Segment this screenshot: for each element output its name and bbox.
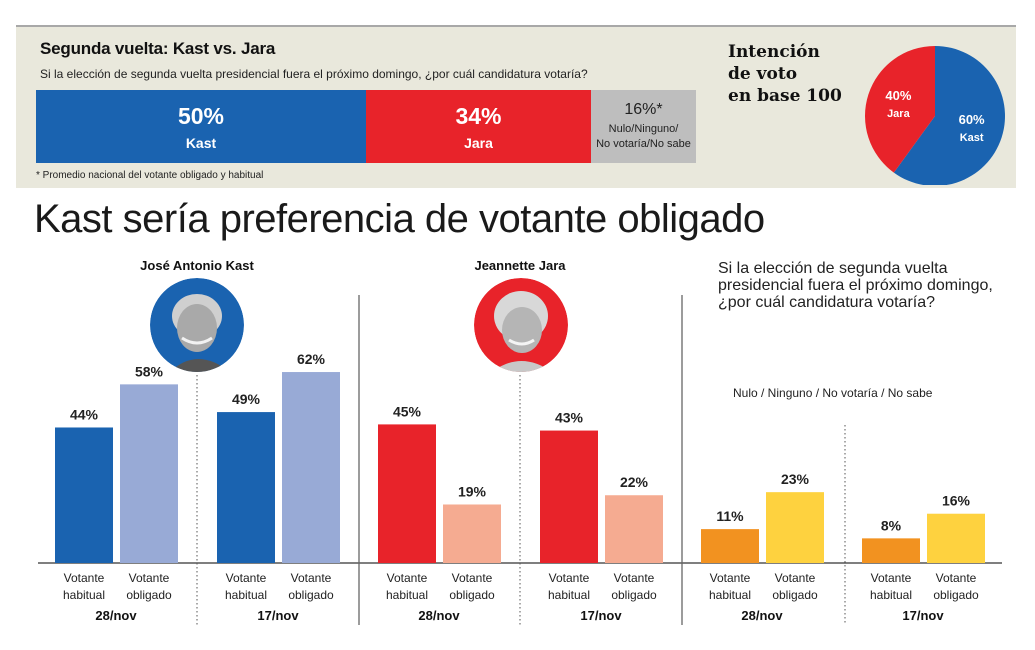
group-date-label: 28/nov (741, 608, 783, 623)
candidate-name-jara: Jeannette Jara (474, 258, 566, 273)
segment-label: Jara (464, 134, 493, 151)
pie-title: Intención de voto en base 100 (728, 41, 842, 107)
bar-sublabel: obligado (126, 588, 172, 602)
stacked-segment-jara: 34% Jara (366, 90, 591, 163)
segment-label-line1: Nulo/Ninguno/ (608, 123, 679, 135)
nulo-panel-question: Si la elección de segunda vuelta preside… (718, 260, 993, 311)
bar-sublabel: Votante (871, 571, 912, 585)
bar-obligado (120, 384, 178, 563)
top-panel-title: Segunda vuelta: Kast vs. Jara (40, 39, 276, 58)
bar-habitual (217, 412, 275, 563)
nulo-panel-label: Nulo / Ninguno / No votaría / No sabe (733, 386, 933, 400)
bar-value-label: 8% (881, 517, 902, 533)
bar-sublabel: Votante (64, 571, 105, 585)
bar-obligado (443, 504, 501, 563)
bar-sublabel: Votante (129, 571, 170, 585)
candidate-name-kast: José Antonio Kast (140, 258, 254, 273)
bar-obligado (605, 495, 663, 563)
headline: Kast sería preferencia de votante obliga… (34, 197, 765, 241)
bar-sublabel: habitual (63, 588, 105, 602)
bar-value-label: 58% (135, 363, 164, 379)
bar-habitual (862, 538, 920, 563)
bar-sublabel: habitual (548, 588, 590, 602)
bar-sublabel: Votante (452, 571, 493, 585)
bar-value-label: 62% (297, 351, 326, 367)
pie-category-label: Kast (960, 132, 984, 144)
bar-value-label: 16% (942, 493, 971, 509)
bar-sublabel: Votante (549, 571, 590, 585)
avatar-jara (474, 278, 568, 372)
bar-habitual (701, 529, 759, 563)
bar-value-label: 43% (555, 410, 584, 426)
group-date-label: 17/nov (580, 608, 622, 623)
pie-value-label: 60% (959, 112, 985, 127)
bar-sublabel: habitual (225, 588, 267, 602)
pie-title-line: Intención (728, 42, 820, 62)
bar-sublabel: obligado (449, 588, 495, 602)
bar-obligado (927, 513, 985, 563)
bar-sublabel: habitual (870, 588, 912, 602)
pie-title-line: en base 100 (728, 86, 842, 106)
bar-habitual (540, 430, 598, 563)
bar-sublabel: Votante (710, 571, 751, 585)
portrait-icon (474, 278, 568, 372)
bar-sublabel: obligado (611, 588, 657, 602)
segment-value: 34% (455, 102, 502, 129)
bar-sublabel: Votante (387, 571, 428, 585)
pie-slice-kast (893, 46, 1005, 185)
bar-sublabel: Votante (614, 571, 655, 585)
segment-value: 16%* (624, 101, 663, 118)
group-date-label: 17/nov (902, 608, 944, 623)
top-panel-question: Si la elección de segunda vuelta preside… (40, 67, 588, 81)
bar-value-label: 49% (232, 391, 261, 407)
bar-sublabel: Votante (936, 571, 977, 585)
segment-label: Nulo/Ninguno/No votaría/No sabe (596, 122, 691, 152)
pie-chart: 60% Kast 40% Jara (865, 46, 1005, 185)
bar-value-label: 19% (458, 483, 487, 499)
pie-category-label: Jara (887, 108, 911, 120)
bar-sublabel: obligado (933, 588, 979, 602)
bar-sublabel: Votante (291, 571, 332, 585)
segment-value: 50% (177, 102, 225, 129)
bar-obligado (766, 492, 824, 563)
stacked-segment-nulo: 16%* Nulo/Ninguno/No votaría/No sabe (591, 90, 696, 163)
stacked-bar: 50% Kast 34% Jara 16%* Nulo/Ninguno/No v… (36, 90, 696, 163)
bar-sublabel: Votante (775, 571, 816, 585)
bar-value-label: 45% (393, 403, 422, 419)
bar-sublabel: Votante (226, 571, 267, 585)
group-date-label: 28/nov (418, 608, 460, 623)
bar-obligado (282, 372, 340, 563)
segment-label-line2: No votaría/No sabe (596, 138, 691, 150)
bar-sublabel: habitual (709, 588, 751, 602)
top-summary-panel: Segunda vuelta: Kast vs. Jara Si la elec… (16, 25, 1016, 188)
bar-value-label: 22% (620, 474, 649, 490)
avatar-kast (150, 278, 244, 372)
bar-value-label: 44% (70, 406, 99, 422)
pie-value-label: 40% (885, 88, 911, 103)
stacked-segment-kast: 50% Kast (36, 90, 366, 163)
pie-slice-jara (865, 46, 935, 173)
bar-habitual (378, 424, 436, 563)
portrait-icon (150, 278, 244, 372)
bar-sublabel: obligado (288, 588, 334, 602)
bar-sublabel: obligado (772, 588, 818, 602)
bar-value-label: 11% (716, 508, 744, 524)
bar-habitual (55, 427, 113, 563)
pie-title-line: de voto (728, 64, 798, 84)
group-date-label: 17/nov (257, 608, 299, 623)
segment-label: Kast (185, 134, 217, 151)
footnote: * Promedio nacional del votante obligado… (36, 170, 264, 181)
bar-value-label: 23% (781, 471, 810, 487)
bar-sublabel: habitual (386, 588, 428, 602)
group-date-label: 28/nov (95, 608, 137, 623)
